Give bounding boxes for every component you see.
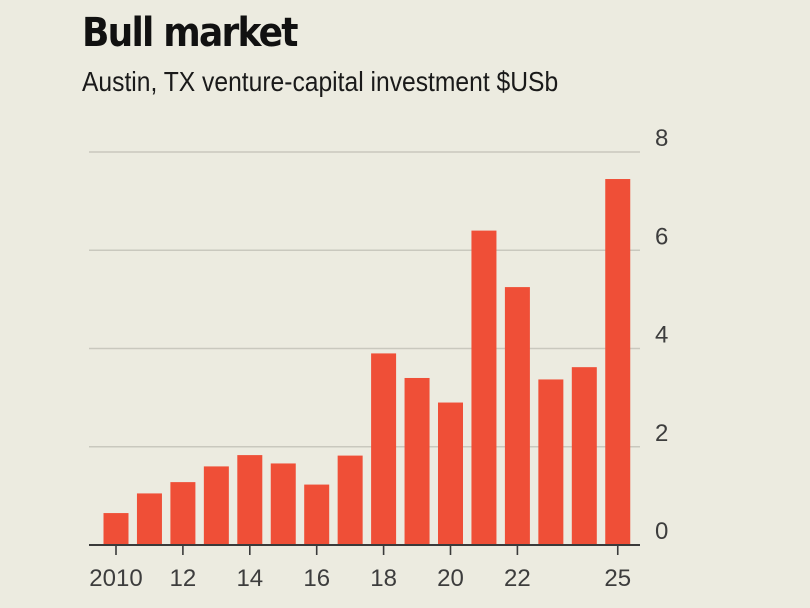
bar-2014 <box>237 455 263 545</box>
y-tick-labels: 0 2 4 6 8 <box>655 125 668 545</box>
y-tick-label-2: 2 <box>655 420 668 447</box>
bar-2021 <box>471 230 497 545</box>
y-tick-label-6: 6 <box>655 223 668 250</box>
x-tick-label-16: 16 <box>303 565 330 592</box>
x-tick-label-18: 18 <box>370 565 397 592</box>
x-tick-label-22: 22 <box>504 565 531 592</box>
bar-2017 <box>337 455 363 545</box>
bar-2025 <box>605 179 631 546</box>
bar-2023 <box>538 379 564 545</box>
x-tick-label-25: 25 <box>604 565 631 592</box>
y-tick-label-8: 8 <box>655 125 668 152</box>
x-tick-label-20: 20 <box>437 565 464 592</box>
bar-2019 <box>404 377 430 545</box>
bar-2024 <box>571 367 597 545</box>
y-tick-label-4: 4 <box>655 322 668 349</box>
chart-title: Bull market <box>82 10 298 56</box>
bar-2013 <box>203 466 229 545</box>
x-tick-label-12: 12 <box>170 565 197 592</box>
bar-2011 <box>136 493 162 545</box>
x-tick-label-14: 14 <box>236 565 263 592</box>
y-tick-label-0: 0 <box>655 518 668 545</box>
bar-2020 <box>438 402 463 545</box>
bars <box>103 179 631 546</box>
bar-2010 <box>103 513 129 545</box>
x-axis <box>89 544 640 555</box>
bar-2018 <box>371 353 397 545</box>
x-tick-label-2010: 2010 <box>89 565 142 592</box>
bar-2015 <box>270 463 296 545</box>
x-tick-labels: 2010 12 14 16 18 20 22 25 <box>89 565 631 592</box>
bar-2022 <box>504 287 530 545</box>
bar-2012 <box>170 482 196 545</box>
chart-subtitle: Austin, TX venture-capital investment $U… <box>82 66 559 97</box>
bar-2016 <box>304 484 330 545</box>
